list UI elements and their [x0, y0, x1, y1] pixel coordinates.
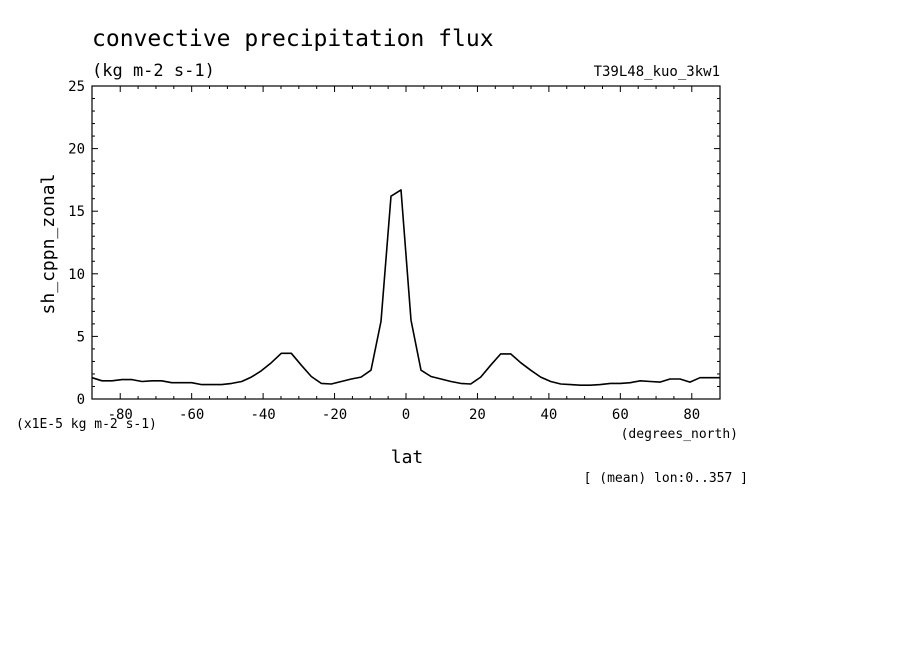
data-series: [91, 189, 720, 387]
x-axis-label: lat: [391, 447, 424, 468]
axis-ticks: [92, 85, 720, 400]
x-tick-label: 60: [612, 407, 629, 423]
chart-subtitle: (kg m-2 s-1): [92, 61, 215, 81]
x-axis-units: (degrees_north): [621, 427, 738, 442]
run-label: T39L48_kuo_3kw1: [594, 64, 720, 80]
y-tick-label: 5: [77, 329, 85, 345]
y-tick-label: 25: [68, 79, 85, 95]
chart-title: convective precipitation flux: [92, 26, 494, 52]
axis-tick-labels: -80 -60 -40 -20 0 20 40 60 80 0 5 10 15 20 25: [68, 79, 700, 423]
series-line: [91, 189, 720, 387]
x-tick-label: -20: [322, 407, 347, 423]
y-tick-label: 15: [68, 204, 85, 220]
y-tick-label: 10: [68, 267, 85, 283]
y-axis-label: sh_cppn_zonal: [38, 174, 59, 315]
x-tick-label: -40: [250, 407, 275, 423]
y-axis-units: (x1E-5 kg m-2 s-1): [16, 417, 157, 432]
footnote: [ (mean) lon:0..357 ]: [584, 471, 748, 486]
x-tick-label: 0: [402, 407, 410, 423]
x-tick-label: 80: [683, 407, 700, 423]
x-tick-label: 40: [540, 407, 557, 423]
x-tick-label: 20: [469, 407, 486, 423]
x-tick-label: -60: [179, 407, 204, 423]
y-tick-label: 20: [68, 142, 85, 158]
y-tick-label: 0: [77, 392, 85, 408]
x-tick-label: -80: [108, 407, 133, 423]
